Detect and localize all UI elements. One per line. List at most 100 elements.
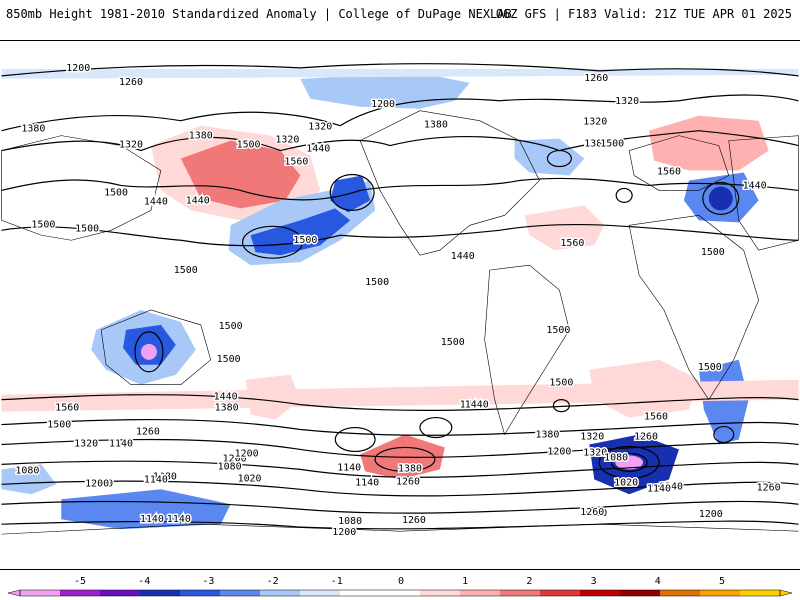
contour-label: 1440 [306,144,330,155]
north-america-outline [359,110,540,256]
contour-label: 1260 [402,515,426,526]
contour-labels: 1200 1260 1260 1200 1320 1320 1380 1320 1380 1320… [14,61,783,539]
contour-label: 1320 [74,438,98,449]
contour-label: 1200 [85,478,109,489]
south-america-outline [484,264,570,436]
negative-anomaly-s-indian-core [615,455,644,470]
colorbar-segment [140,590,181,596]
contour-label: 1560 [284,157,308,168]
contour-closed-high [374,446,436,472]
header: 850mb Height 1981-2010 Standardized Anom… [0,0,800,40]
contour-closed-low [598,445,660,479]
colorbar-segment [220,590,261,596]
antarctica-outline [1,523,799,535]
contour-line [1,480,799,497]
contour-label: 1140 [337,462,361,473]
colorbar-segment [540,590,581,596]
contour-label: 1560 [657,166,681,177]
contour-label: 1020 [614,477,638,488]
contour-label: 1260 [584,73,608,84]
contour-label: 1020 [238,473,262,484]
colorbar-tick-label: -2 [267,576,279,587]
colorbar-segment [700,590,741,596]
contour-label: 1440 [186,195,210,206]
negative-anomaly-antarctic [61,489,231,530]
contour-label: 1140 [355,477,379,488]
colorbar-segment [60,590,101,596]
contour-label: 1200 [547,446,571,457]
contour-closed-low [615,187,633,203]
contour-line [1,500,799,514]
contour-label: 1500 [75,223,99,234]
contour-label: 1200 [371,99,395,110]
contour-line [1,130,799,152]
colorbar-segment [180,590,221,596]
contour-label: 1080 [338,516,362,527]
colorbar-segment [20,590,61,596]
contour-label: 1440 [460,400,484,411]
negative-anomaly-e-europe-low [708,186,733,211]
contour-label: 1200 [223,453,247,464]
contour-closed-low [702,181,740,215]
contour-label: 1500 [546,325,570,336]
contour-label: 1500 [293,235,317,246]
positive-anomaly-antarctic [1,379,799,412]
colorbar-tick-label: 4 [655,576,661,587]
contour-label: 1140 [659,481,683,492]
colorbar-segment [660,590,701,596]
model-run-info: 06Z GFS | F183 Valid: 21Z TUE APR 01 202… [495,7,792,21]
contour-label: 1500 [219,321,243,332]
contour-label: 1500 [701,247,725,258]
contour-label: 1440 [214,392,238,403]
contour-label: 1380 [215,404,239,415]
colorbar-tick-label: -1 [331,576,343,587]
contour-label: 1140 [109,438,133,449]
anomaly-shading [1,68,799,530]
negative-anomaly-antarctic [1,464,57,495]
contour-label: 1500 [441,337,465,348]
colorbar: -5 -4 -3 -2 -1 0 1 2 3 4 5 [7,576,793,597]
contour-label: 1380 [398,463,422,474]
contour-label: 1500 [47,420,71,431]
contour-closed-low [334,426,376,453]
colorbar-segment [340,590,381,596]
contour-label: 1200 [235,448,259,459]
contour-label: 1140 [647,483,671,494]
contour-closed-low [419,416,453,439]
negative-anomaly-n-pacific-low [250,208,351,256]
colorbar-segment [260,590,301,596]
contour-label: 1440 [743,180,767,191]
contour-label: 1320 [275,135,299,146]
colorbar-fill [7,589,793,597]
positive-anomaly-n-pacific [180,140,301,209]
contour-label: 1200 [332,527,356,538]
contour-label: 1500 [174,265,198,276]
contour-label: 1380 [215,403,239,414]
contour-label: 1140 [167,514,191,525]
contour-label: 1320 [583,117,607,128]
colorbar-tick-label: -3 [202,576,214,587]
colorbar-tick-label: 2 [526,576,532,587]
map-title: 850mb Height 1981-2010 Standardized Anom… [6,7,512,21]
continent-outlines [1,110,799,535]
colorbar-segment [380,590,421,596]
contour-label: 1200 [66,63,90,74]
colorbar-min-arrow [7,589,21,597]
colorbar-segment [500,590,541,596]
colorbar-segment [580,590,621,596]
contour-label: 1260 [119,77,143,88]
colorbar-outline [19,589,781,597]
contour-label: 1500 [365,277,389,288]
contour-label: 1080 [218,461,242,472]
contour-label: 1080 [604,452,628,463]
colorbar-ticks: -5 -4 -3 -2 -1 0 1 2 3 4 5 [74,576,725,587]
colorbar-segment [420,590,461,596]
contour-label: 1440 [465,400,489,411]
contour-line [1,394,799,411]
contour-line [1,223,799,247]
contour-label: 1500 [549,378,573,389]
contour-label: 1260 [757,482,781,493]
anomaly-map: 1200 1260 1260 1200 1320 1320 1380 1320 1380 1320… [0,40,800,570]
contour-label: 1560 [560,238,584,249]
africa-outline [628,215,759,401]
